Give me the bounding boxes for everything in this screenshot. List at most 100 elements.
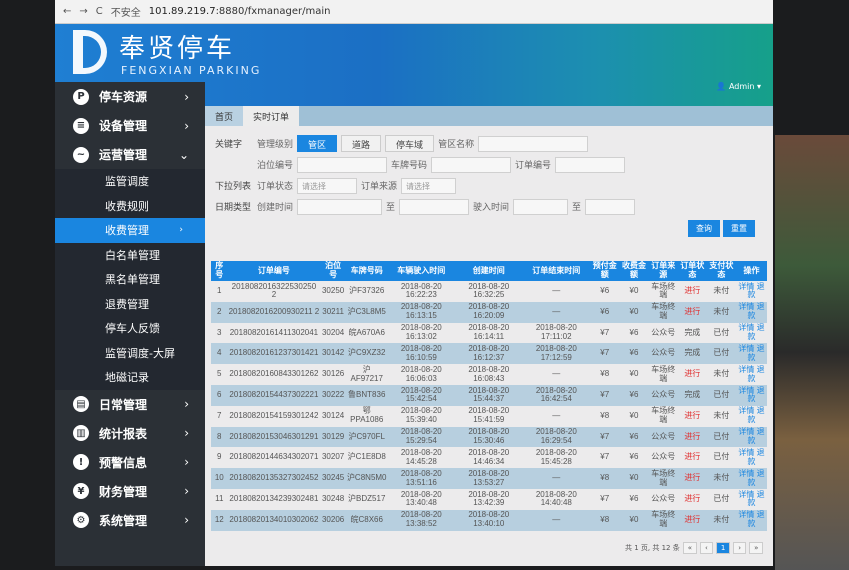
table-cell[interactable]: 详情 退款 <box>735 426 767 448</box>
sidebar-subitem[interactable]: 收费规则 <box>55 193 205 218</box>
sidebar-subitem[interactable]: 收费管理 › <box>55 218 205 243</box>
sidebar-item-group2-0[interactable]: ▤ 日常管理 › <box>55 390 205 419</box>
table-cell[interactable]: 详情 退款 <box>735 405 767 427</box>
table-cell: 进行 <box>677 488 707 510</box>
table-cell: 2018-08-20 15:41:59 <box>455 405 523 427</box>
table-cell[interactable]: 详情 退款 <box>735 488 767 510</box>
sidebar-item-group2-3[interactable]: ¥ 财务管理 › <box>55 477 205 506</box>
back-icon[interactable]: ← <box>63 6 72 17</box>
url-bar[interactable]: 101.89.219.7:8880/fxmanager/main <box>148 6 331 17</box>
pager-prev[interactable]: ‹ <box>700 542 713 554</box>
pager-page[interactable]: 1 <box>715 542 731 554</box>
enter-time-start[interactable] <box>513 198 569 215</box>
order-source-select[interactable]: 请选择 <box>401 177 457 194</box>
table-row[interactable]: 10 20180820135327302452 30245 沪C8N5M0 2018-0… <box>211 468 767 489</box>
seg-parking-area[interactable]: 停车域 <box>385 135 435 152</box>
table-cell[interactable]: 详情 退款 <box>735 322 767 344</box>
create-time-end[interactable] <box>399 198 470 215</box>
video-wall-background <box>775 135 849 570</box>
berth-input[interactable] <box>297 156 388 173</box>
group2-4-icon: ⚙ <box>73 512 89 528</box>
zone-name-input[interactable] <box>478 135 589 152</box>
table-row[interactable]: 11 20180820134239302481 30248 沪BDZ517 2018-0… <box>211 488 767 510</box>
seg-road[interactable]: 道路 <box>341 135 382 152</box>
sidebar-item-group-1[interactable]: ≡ 设备管理 › <box>55 111 205 140</box>
plate-input[interactable] <box>431 156 512 173</box>
datetype-label: 日期类型 <box>215 203 252 213</box>
table-row[interactable]: 8 20180820153046301291 30129 沪C970FL 2018-08… <box>211 426 767 448</box>
column-header: 创建时间 <box>455 261 523 281</box>
column-header: 订单来源 <box>648 261 678 281</box>
sidebar-subitem[interactable]: 监管调度-大屏 <box>55 340 205 365</box>
table-row[interactable]: 9 20180820144634302071 30207 沪C1E8D8 2018-08… <box>211 447 767 469</box>
table-cell[interactable]: 详情 退款 <box>735 509 767 531</box>
sidebar-subitem[interactable]: 监管调度 <box>55 169 205 194</box>
security-label: 不安全 <box>110 8 141 19</box>
table-cell: 30124 <box>320 405 346 427</box>
user-menu[interactable]: 👤 Admin ▾ <box>716 82 761 91</box>
enter-time-end[interactable] <box>585 198 636 215</box>
table-cell: 2018-08-20 13:53:27 <box>455 468 523 489</box>
column-header: 车辆驶入时间 <box>387 261 456 281</box>
table-row[interactable]: 6 20180820154437302221 30222 鲁BNT836 2018-08… <box>211 384 767 406</box>
table-row[interactable]: 5 20180820160843301262 30126 沪AF97217 2018-0… <box>211 364 767 385</box>
sidebar: P 停车资源 › ≡ 设备管理 › ~ 运营管理 ⌄ 监管调度 收费规则 收费管理 › 白名单管理黑名单管… <box>55 82 205 566</box>
table-row[interactable]: 4 20180820161237301421 30142 沪C9XZ32 2018-08… <box>211 343 767 365</box>
column-header: 订单状态 <box>677 261 707 281</box>
table-cell[interactable]: 详情 退款 <box>735 468 767 489</box>
sidebar-subitem[interactable]: 停车人反馈 <box>55 316 205 341</box>
seg-zone[interactable]: 管区 <box>297 135 338 152</box>
chevron-right-icon: › <box>184 89 189 104</box>
table-row[interactable]: 2 2018082016200930211 2 30211 沪C3L8M5 2018-0… <box>211 301 767 323</box>
table-row[interactable]: 7 20180820154159301242 30124 鄂PPA1086 2018-0… <box>211 405 767 427</box>
forward-icon[interactable]: → <box>79 6 88 17</box>
table-cell[interactable]: 详情 退款 <box>735 364 767 385</box>
table-cell: 30211 <box>320 301 346 323</box>
sidebar-item-group2-1[interactable]: ▥ 统计报表 › <box>55 419 205 448</box>
order-no-input[interactable] <box>555 156 626 173</box>
table-cell[interactable]: 详情 退款 <box>735 447 767 469</box>
sidebar-item-group2-2[interactable]: ! 预警信息 › <box>55 448 205 477</box>
sidebar-subitem[interactable]: 白名单管理 <box>55 242 205 267</box>
table-cell: 已付 <box>706 488 736 510</box>
sidebar-subitem[interactable]: 黑名单管理 <box>55 267 205 292</box>
pager-last[interactable]: » <box>749 542 764 554</box>
sidebar-subitem[interactable]: 地磁记录 <box>55 365 205 390</box>
brand-name: 奉贤停车 <box>119 34 236 64</box>
sidebar-item-group-0[interactable]: P 停车资源 › <box>55 82 205 111</box>
chevron-down-icon: ⌄ <box>178 147 189 162</box>
reload-icon[interactable]: C <box>95 6 103 17</box>
pager-next[interactable]: › <box>733 542 747 554</box>
sidebar-item-group-2[interactable]: ~ 运营管理 ⌄ <box>55 140 205 169</box>
table-cell: 车场终端 <box>648 281 678 302</box>
group-0-icon: P <box>73 88 89 105</box>
table-row[interactable]: 1 2018082016322530250 2 30250 沪F37326 2018-0… <box>211 281 767 302</box>
table-cell: 2018-08-20 16:10:59 <box>387 343 456 365</box>
order-status-select[interactable]: 请选择 <box>297 177 358 194</box>
table-cell[interactable]: 详情 退款 <box>735 384 767 406</box>
table-cell[interactable]: 详情 退款 <box>735 301 767 323</box>
table-cell[interactable]: 详情 退款 <box>735 343 767 365</box>
table-cell: 已付 <box>706 322 736 344</box>
table-row[interactable]: 12 20180820134010302062 30206 皖C8X66 2018-08… <box>211 509 767 531</box>
table-cell: ¥7 <box>590 384 620 406</box>
search-button[interactable]: 查询 <box>688 220 720 237</box>
table-cell: 2018-08-20 14:46:34 <box>455 447 523 469</box>
orders-table: 序号 订单编号 泊位号 车牌号码 车辆驶入时间 创建时间 订单结束时间 预付金额 收费金额 订单来… <box>211 261 767 531</box>
table-cell: 2018-08-20 16:20:09 <box>455 301 523 323</box>
pager-first[interactable]: « <box>682 542 698 554</box>
sidebar-subitem-label: 黑名单管理 <box>105 273 160 287</box>
chevron-right-icon: › <box>184 397 189 411</box>
sidebar-subitem[interactable]: 退费管理 <box>55 291 205 316</box>
sidebar-subitem-label: 监管调度-大屏 <box>105 346 175 360</box>
table-cell: ¥7 <box>590 343 620 365</box>
reset-button[interactable]: 重置 <box>723 220 755 237</box>
tab-home[interactable]: 首页 <box>205 106 244 126</box>
table-cell: 8 <box>211 426 228 448</box>
create-time-start[interactable] <box>297 198 383 215</box>
table-row[interactable]: 3 20180820161411302041 30204 皖A670A6 2018-08… <box>211 322 767 344</box>
tab-realtime-orders[interactable]: 实时订单 <box>243 106 300 126</box>
table-cell[interactable]: 详情 退款 <box>735 281 767 302</box>
table-cell: 4 <box>211 343 228 365</box>
sidebar-item-group2-4[interactable]: ⚙ 系统管理 › <box>55 506 205 535</box>
